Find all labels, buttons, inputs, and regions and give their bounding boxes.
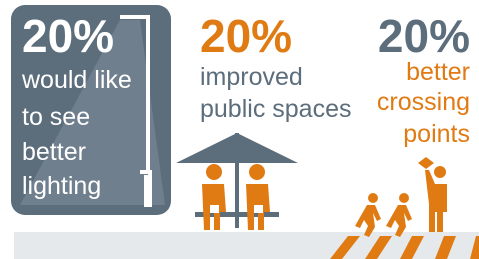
text-line: points [403, 120, 470, 148]
text-line: better [406, 58, 470, 86]
stat: 20% [22, 10, 114, 62]
text-line: better [22, 138, 86, 166]
text-line: improved [200, 63, 303, 91]
stat: 20% [378, 10, 470, 62]
text-line: crossing [377, 88, 470, 116]
text-line: would like [21, 66, 132, 94]
infographic: 20% would like to see better lighting 20… [0, 0, 479, 259]
text-line: to see [22, 103, 90, 131]
text-line: public spaces [200, 95, 351, 123]
text-line: lighting [22, 172, 101, 200]
cafe-table-icon [176, 133, 298, 230]
stat: 20% [200, 10, 292, 62]
